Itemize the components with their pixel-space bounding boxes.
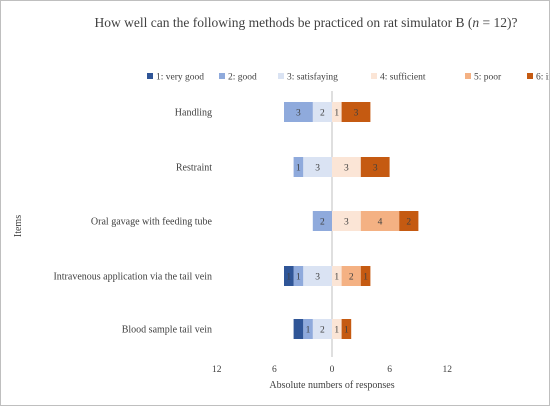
bar-data-label: 1 [296,273,301,283]
bar-data-label: 2 [406,218,411,228]
x-axis-title: Absolute numbers of responses [269,380,394,391]
bar-segment [284,266,294,286]
bar-segment [341,102,371,122]
bar-segment [312,211,332,231]
x-tick-labels: 12 6 0 6 12 [212,365,452,375]
legend-swatch [278,73,284,79]
x-tick-label: 6 [387,365,392,375]
legend-label: 6: inadequate [536,73,549,83]
x-tick-label: 6 [272,365,277,375]
legend-swatch [527,73,533,79]
bar-segment [312,319,332,339]
chart-title: How well can the following methods be pr… [94,15,517,30]
bar-data-label: 3 [296,109,301,119]
x-tick-label: 12 [442,365,452,375]
legend-label: 2: good [228,73,257,83]
bar-data-label: 4 [378,218,383,228]
legend-swatch [219,73,225,79]
bar-data-label: 1 [334,273,339,283]
legend-label: 5: poor [474,73,502,83]
bar-segment [360,266,371,286]
bar-data-label: 1 [334,109,339,119]
bar-segment [332,157,361,177]
bar-segment [341,266,361,286]
x-tick-label: 12 [212,365,222,375]
bar-segment [312,102,332,122]
x-tick-label: 0 [330,365,335,375]
bar-segment [332,102,342,122]
legend-swatch [465,73,471,79]
bar-segment [303,319,313,339]
bar-segment [360,211,400,231]
bar-segment [332,211,361,231]
bar-segment [293,266,304,286]
bar-segment [332,319,342,339]
bar-data-label: 3 [344,218,349,228]
bar-segment [332,266,342,286]
bar-data-label: 2 [320,109,325,119]
legend-label: 4: sufficient [380,72,426,83]
bar-data-label: 1 [334,326,339,336]
bar-segment [303,157,332,177]
bar-data-label: 1 [306,326,311,336]
bar-data-label: 3 [354,109,359,119]
category-label: Blood sample tail vein [122,325,212,336]
bar-segment [341,319,352,339]
bar-data-label: 3 [315,164,320,174]
bar-data-label: 2 [320,218,325,228]
bar-segment [284,102,313,122]
bar-data-label: 2 [349,273,354,283]
category-label: Intravenous application via the tail vei… [53,272,212,283]
category-label: Oral gavage with feeding tube [91,217,213,228]
bar-segment [399,211,419,231]
legend: 1: very good 2: good 3: satisfaying 4: suff… [147,72,549,83]
bar-data-label: 1 [296,164,301,174]
bar-segment [293,319,304,339]
bar-segment [303,266,332,286]
legend-label: 3: satisfaying [287,72,338,83]
bar-data-label: 1 [344,326,349,336]
bar-segment [360,157,390,177]
y-axis-title: Items [13,215,24,237]
bar-data-label: 3 [315,273,320,283]
category-label: Restraint [176,163,212,174]
bar-data-label: 3 [344,164,349,174]
category-label: Handling [175,108,212,119]
bar-data-label: 1 [363,273,368,283]
category-labels: Handling Restraint Oral gavage with feedin… [53,108,212,336]
bar-data-label: 2 [320,326,325,336]
bar-data-label: 1 [286,273,291,283]
bar-data-label: 3 [373,164,378,174]
legend-label: 1: very good [156,73,204,83]
legend-swatch [147,73,153,79]
bar-segment [293,157,304,177]
legend-swatch [371,73,377,79]
